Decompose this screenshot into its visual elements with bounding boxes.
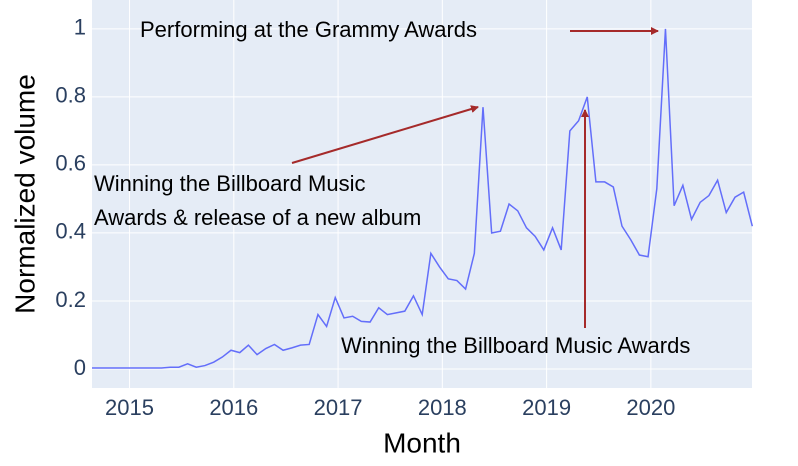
y-tick-label: 0.2 — [55, 287, 86, 312]
annotation: Winning the Billboard Music — [94, 171, 365, 196]
y-tick-label: 0 — [74, 355, 86, 380]
plot-area — [92, 0, 752, 388]
y-tick-label: 0.8 — [55, 83, 86, 108]
annotation: Performing at the Grammy Awards — [140, 17, 477, 42]
y-tick-label: 0.4 — [55, 219, 86, 244]
annotation-arrow — [291, 105, 479, 164]
x-axis-title: Month — [383, 427, 461, 458]
y-axis-title: Normalized volume — [9, 74, 40, 314]
x-tick-label: 2018 — [418, 395, 467, 420]
x-tick-label: 2020 — [626, 395, 675, 420]
annotation: Winning the Billboard Music Awards — [341, 333, 690, 358]
x-tick-label: 2015 — [105, 395, 154, 420]
x-tick-label: 2019 — [522, 395, 571, 420]
y-tick-label: 1 — [74, 15, 86, 40]
x-tick-label: 2016 — [209, 395, 258, 420]
line-series — [92, 28, 754, 369]
annotation: Awards & release of a new album — [94, 205, 421, 230]
y-tick-label: 0.6 — [55, 151, 86, 176]
x-tick-label: 2017 — [314, 395, 363, 420]
